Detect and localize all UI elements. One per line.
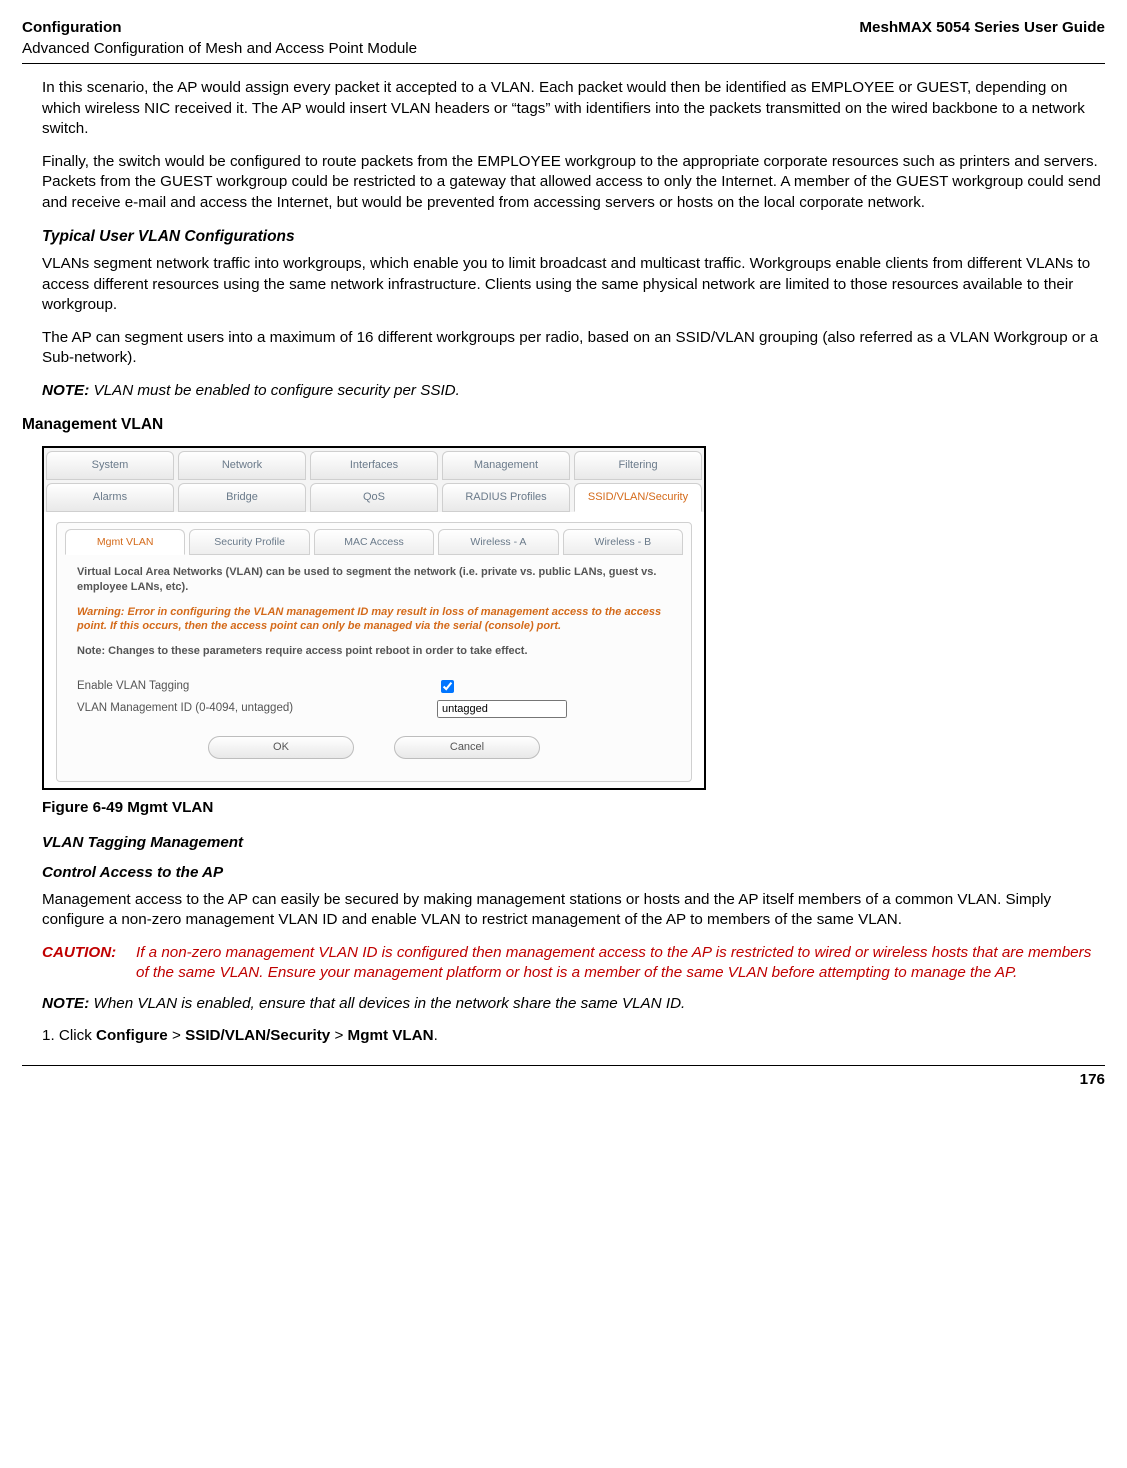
subtab-wireless-b[interactable]: Wireless - B [563, 529, 683, 555]
label-vlan-mgmt-id: VLAN Management ID (0-4094, untagged) [77, 701, 437, 717]
tab-system[interactable]: System [46, 451, 174, 480]
paragraph-control-access: Management access to the AP can easily b… [42, 890, 1105, 931]
top-tabs-row-1: System Network Interfaces Management Fil… [44, 448, 704, 480]
label-enable-vlan-tagging: Enable VLAN Tagging [77, 679, 437, 695]
tab-interfaces[interactable]: Interfaces [310, 451, 438, 480]
heading-management-vlan: Management VLAN [22, 415, 1105, 436]
step1-post: . [434, 1027, 438, 1044]
top-tabs-row-2: Alarms Bridge QoS RADIUS Profiles SSID/V… [44, 480, 704, 512]
row-enable-vlan-tagging: Enable VLAN Tagging [77, 677, 671, 696]
tab-alarms[interactable]: Alarms [46, 483, 174, 512]
step1-gt2: > [330, 1027, 347, 1044]
subtab-security-profile[interactable]: Security Profile [189, 529, 309, 555]
tab-bridge[interactable]: Bridge [178, 483, 306, 512]
paragraph-ap-segment: The AP can segment users into a maximum … [42, 328, 1105, 369]
checkbox-enable-vlan-tagging[interactable] [441, 680, 454, 693]
header-left: Configuration Advanced Configuration of … [22, 18, 417, 59]
subtab-mgmt-vlan[interactable]: Mgmt VLAN [65, 529, 185, 555]
panel-warning-text: Warning: Error in configuring the VLAN m… [77, 605, 671, 635]
ok-button[interactable]: OK [208, 736, 354, 759]
tab-network[interactable]: Network [178, 451, 306, 480]
heading-typical-user-vlan: Typical User VLAN Configurations [42, 227, 1105, 248]
paragraph-vlan-segment: VLANs segment network traffic into workg… [42, 254, 1105, 316]
caution-block: CAUTION: If a non-zero management VLAN I… [42, 943, 1105, 984]
input-vlan-mgmt-id[interactable] [437, 700, 567, 718]
paragraph-switch: Finally, the switch would be configured … [42, 152, 1105, 214]
note-vlan-shared-id: NOTE: When VLAN is enabled, ensure that … [42, 994, 1105, 1015]
step1-mgmt: Mgmt VLAN [348, 1027, 434, 1044]
subtabs-panel: Mgmt VLAN Security Profile MAC Access Wi… [56, 522, 692, 782]
tab-filtering[interactable]: Filtering [574, 451, 702, 480]
note-vlan-enable: NOTE: VLAN must be enabled to configure … [42, 381, 1105, 402]
note-body: VLAN must be enabled to configure securi… [93, 382, 459, 399]
step1-configure: Configure [96, 1027, 168, 1044]
page-number: 176 [1080, 1071, 1105, 1088]
step1-pre: Click [59, 1027, 96, 1044]
heading-control-access: Control Access to the AP [42, 863, 1105, 884]
panel-intro-text: Virtual Local Area Networks (VLAN) can b… [77, 565, 671, 595]
tab-qos[interactable]: QoS [310, 483, 438, 512]
step-1: 1. Click Configure > SSID/VLAN/Security … [42, 1026, 1105, 1047]
tab-radius-profiles[interactable]: RADIUS Profiles [442, 483, 570, 512]
header-left-bottom: Advanced Configuration of Mesh and Acces… [22, 39, 417, 60]
cancel-button[interactable]: Cancel [394, 736, 540, 759]
page-header: Configuration Advanced Configuration of … [22, 18, 1105, 64]
subtab-mac-access[interactable]: MAC Access [314, 529, 434, 555]
tab-ssid-vlan-security[interactable]: SSID/VLAN/Security [574, 483, 702, 512]
caution-label: CAUTION: [42, 944, 116, 961]
step1-gt1: > [168, 1027, 185, 1044]
row-vlan-mgmt-id: VLAN Management ID (0-4094, untagged) [77, 700, 671, 718]
note2-body: When VLAN is enabled, ensure that all de… [93, 995, 685, 1012]
note-label: NOTE: [42, 382, 89, 399]
header-right: MeshMAX 5054 Series User Guide [859, 18, 1105, 59]
step1-ssid: SSID/VLAN/Security [185, 1027, 330, 1044]
step1-number: 1. [42, 1027, 55, 1044]
heading-vlan-tagging-management: VLAN Tagging Management [42, 833, 1105, 854]
tab-management[interactable]: Management [442, 451, 570, 480]
paragraph-scenario: In this scenario, the AP would assign ev… [42, 78, 1105, 140]
caution-body: If a non-zero management VLAN ID is conf… [136, 944, 1091, 982]
sub-tabs-row: Mgmt VLAN Security Profile MAC Access Wi… [65, 529, 683, 555]
panel-note-text: Note: Changes to these parameters requir… [77, 644, 671, 659]
button-row: OK Cancel [57, 736, 691, 759]
mgmt-vlan-screenshot: System Network Interfaces Management Fil… [42, 446, 706, 790]
figure-caption: Figure 6-49 Mgmt VLAN [42, 798, 1105, 819]
subtab-wireless-a[interactable]: Wireless - A [438, 529, 558, 555]
header-left-top: Configuration [22, 18, 417, 39]
page-footer: 176 [22, 1065, 1105, 1091]
note2-label: NOTE: [42, 995, 89, 1012]
